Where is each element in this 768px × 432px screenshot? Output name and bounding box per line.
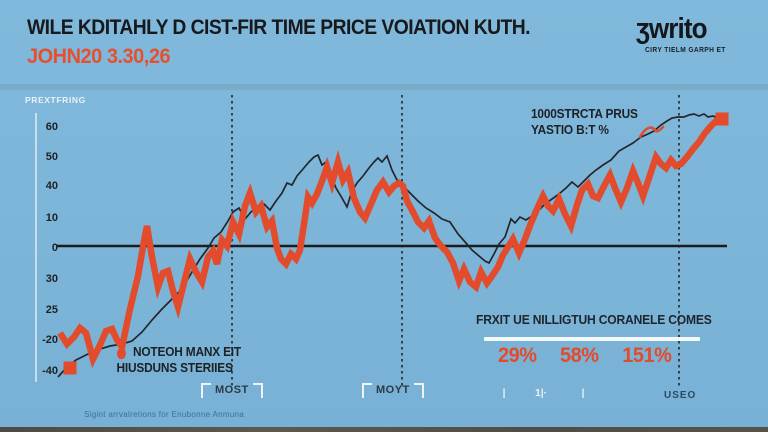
- footer-note: Sigint arrvalretions for Enubonne Anmuna: [84, 410, 245, 419]
- y-tick-label: 25: [46, 304, 58, 316]
- y-tick-label: 10: [46, 212, 58, 224]
- y-tick-label: 60: [46, 121, 58, 133]
- bracket-corner-icon: [252, 383, 263, 398]
- bottom-edge-strip: [0, 427, 768, 432]
- x-axis-label-most: MOST: [201, 383, 263, 398]
- brand-logo: ʒwrito CIRY TIELM GARPH ET: [636, 13, 761, 54]
- thick-red-line: [57, 114, 724, 369]
- background-band: [0, 84, 768, 90]
- bracket-corner-icon: [201, 383, 211, 398]
- x-axis-label-useo: USEO: [664, 390, 697, 401]
- stats-panel-title: FRXIT UE NILLIGTUH CORANELE COMES: [476, 312, 712, 327]
- stats-underline: [484, 337, 700, 341]
- x-axis-label-most-text: MOST: [215, 384, 249, 396]
- annotation-peak-line1: 1000STRCTA PRUS: [531, 107, 638, 121]
- x-axis-tick: |: [503, 388, 506, 399]
- annotation-low: NOTEOH MANX EIT HIUSDUNS STERIIES: [117, 344, 242, 376]
- page-title: WILE KDITAHLY D CIST-FIR TIME PRICE VOIA…: [27, 16, 531, 39]
- bracket-corner-icon: [362, 383, 372, 398]
- y-axis-title: PREXTFRING: [25, 95, 86, 105]
- bracket-corner-icon: [413, 383, 424, 398]
- stat-value: 29%: [498, 344, 537, 367]
- y-tick-label: 50: [46, 151, 58, 163]
- annotation-peak: 1000STRCTA PRUS YASTIO B:T %: [531, 106, 638, 138]
- annotation-low-line2: HIUSDUNS STERIIES: [116, 361, 233, 375]
- y-tick-label: 40: [46, 180, 58, 192]
- stat-value: 58%: [560, 344, 599, 367]
- brand-tagline: CIRY TIELM GARPH ET: [645, 47, 726, 54]
- y-tick-label: -20: [42, 334, 58, 346]
- annotation-peak-line2: YASTIO B:T %: [531, 123, 609, 137]
- y-tick-label: 30: [46, 273, 58, 285]
- series-endpoint-marker: [63, 361, 77, 375]
- y-tick-label: 0: [52, 242, 58, 254]
- red-arrow-mark-icon: [638, 125, 665, 139]
- y-tick-label: -40: [42, 365, 58, 377]
- brand-wordmark: ʒwrito: [636, 13, 708, 45]
- x-axis-label-moyt-text: MOYT: [376, 384, 410, 396]
- page-subtitle: JOHN20 3.30,26: [27, 45, 171, 68]
- x-axis-tick: |: [582, 388, 585, 399]
- annotation-low-line1: NOTEOH MANX EIT: [133, 345, 241, 359]
- stat-value: 151%: [622, 344, 673, 367]
- stats-values-row: 29% 58% 151%: [497, 344, 673, 368]
- x-axis-tick: 1|·: [535, 388, 547, 399]
- series-endpoint-marker: [715, 112, 729, 126]
- x-axis-label-moyt: MOYT: [362, 383, 424, 398]
